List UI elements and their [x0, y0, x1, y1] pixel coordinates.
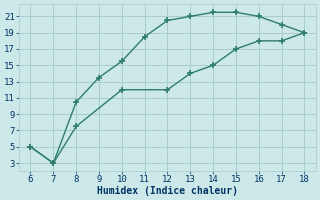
X-axis label: Humidex (Indice chaleur): Humidex (Indice chaleur)	[97, 186, 238, 196]
